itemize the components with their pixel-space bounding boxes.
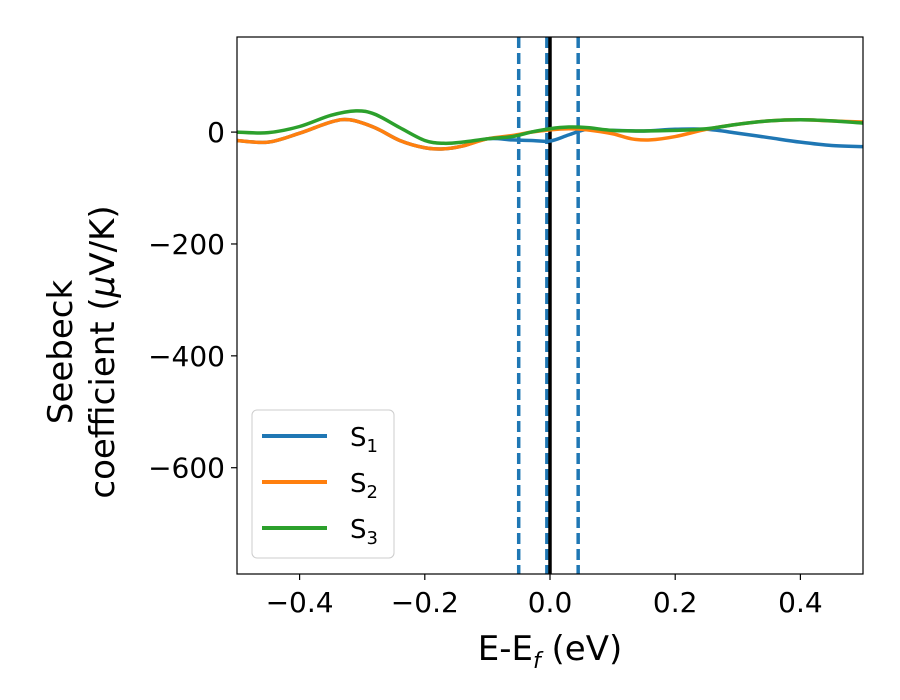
- y-axis-title-line1: Seebeck: [41, 280, 81, 425]
- x-tick-label: 0.0: [528, 586, 573, 619]
- x-tick-label: 0.4: [778, 586, 823, 619]
- y-tick-label: −600: [148, 452, 225, 485]
- y-axis-title: Seebeck coefficient (μV/K): [41, 205, 123, 498]
- y-tick-label: −200: [148, 228, 225, 261]
- legend: S1 S2 S3: [251, 409, 395, 559]
- y-tick-label: −400: [148, 340, 225, 373]
- series-line-3: [237, 109, 863, 146]
- x-tick-label: −0.4: [266, 586, 334, 619]
- y-axis-ticks: 0 −200 −400 −600: [148, 116, 237, 485]
- legend-label-s3: S3: [350, 515, 378, 549]
- legend-label-s2: S2: [350, 469, 378, 503]
- x-axis-title: E-Ef (eV): [478, 629, 623, 674]
- reference-lines: [516, 37, 580, 574]
- x-axis-ticks: −0.4 −0.2 0.0 0.2 0.4: [266, 574, 823, 619]
- y-axis-title-line2: coefficient (μV/K): [83, 205, 123, 498]
- series-lines: [237, 109, 863, 151]
- y-tick-label: 0: [207, 116, 225, 149]
- legend-label-s1: S1: [350, 423, 378, 457]
- x-tick-label: −0.2: [391, 586, 459, 619]
- x-tick-label: 0.2: [653, 586, 698, 619]
